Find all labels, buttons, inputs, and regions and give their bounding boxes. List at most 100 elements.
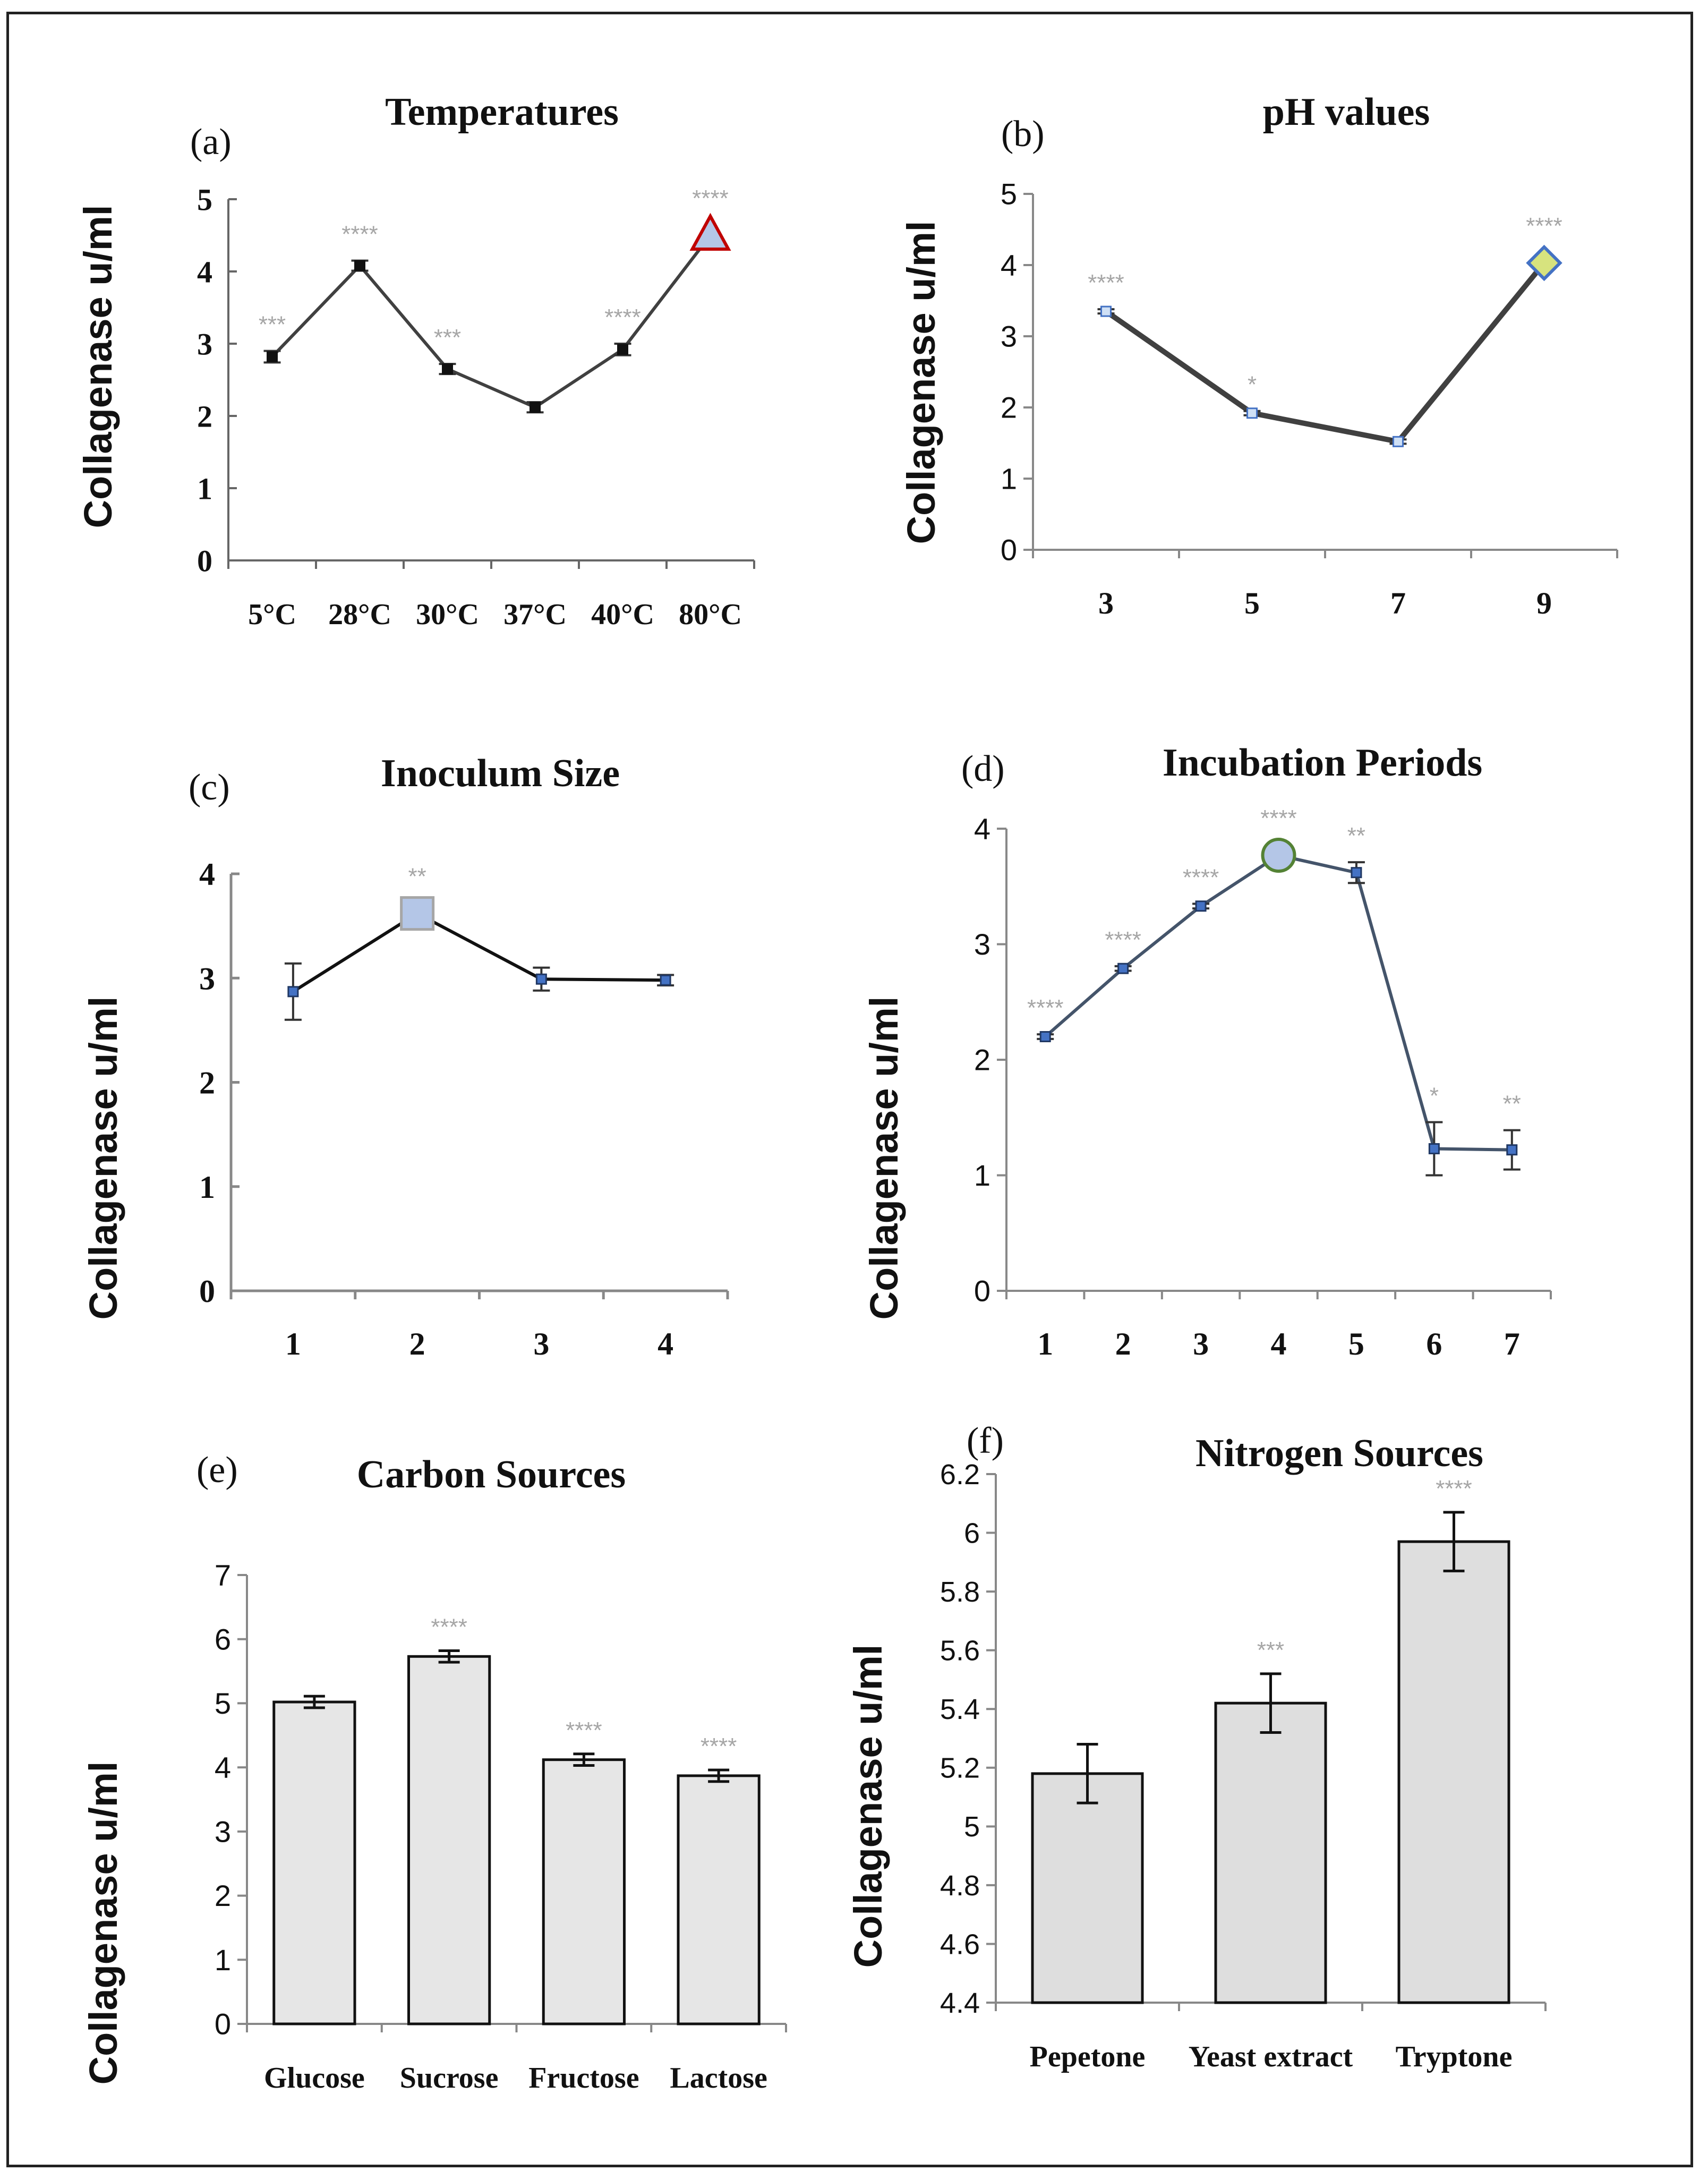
- panel-a-temperatures-chart: (a) Temperatures Collagenase u/ml 0 1 2 3 4 5…: [76, 90, 755, 631]
- y-tick-label: 0: [199, 1274, 215, 1309]
- x-tick-label: 1: [285, 1326, 301, 1361]
- panel-f-nitrogen-sources-chart: (f) Nitrogen Sources Collagenase u/ml 4.…: [846, 1420, 1547, 2073]
- data-point: [1100, 305, 1112, 317]
- data-point: [267, 351, 278, 362]
- y-tick-label: 5.2: [940, 1752, 980, 1784]
- y-tick-label: 0: [197, 543, 212, 578]
- significance-label: ***: [434, 325, 461, 351]
- y-axis-label: Collagenase u/ml: [76, 205, 120, 529]
- panel-label: (e): [197, 1450, 238, 1491]
- data-point: [1351, 867, 1362, 879]
- y-tick-label: 4: [215, 1751, 231, 1784]
- x-tick-label: Fructose: [528, 2062, 639, 2095]
- significance-label: ****: [1088, 270, 1124, 296]
- data-point: [442, 363, 453, 375]
- x-tick-label: 3: [1193, 1326, 1209, 1361]
- x-tick-label: 7: [1504, 1326, 1520, 1361]
- chart-title: Incubation Periods: [1163, 741, 1482, 785]
- y-axis-label: Collagenase u/ml: [81, 997, 125, 1320]
- x-tick-label: 1: [1037, 1326, 1053, 1361]
- y-tick-label: 6: [964, 1517, 980, 1549]
- y-tick-label: 3: [197, 327, 212, 361]
- panel-label: (b): [1001, 114, 1045, 155]
- significance-label: **: [408, 864, 426, 890]
- significance-label: ****: [692, 185, 729, 211]
- data-point: [1039, 1031, 1051, 1042]
- series-line: [292, 912, 666, 993]
- significance-label: ****: [1027, 995, 1064, 1021]
- series-line: [271, 234, 712, 409]
- y-tick-label: 5.8: [940, 1576, 980, 1608]
- x-tick-label: 4: [1271, 1326, 1287, 1361]
- panel-e-carbon-sources-chart: (e) Carbon Sources Collagenase u/ml 0 1 2 3…: [81, 1450, 787, 2095]
- x-tick-label: 5°C: [248, 598, 296, 631]
- y-tick-label: 1: [199, 1170, 215, 1205]
- y-tick-label: 6.2: [940, 1459, 980, 1491]
- panel-label: (f): [967, 1420, 1004, 1461]
- significance-label: ****: [1436, 1476, 1472, 1502]
- significance-label: ****: [1526, 213, 1562, 239]
- y-tick-label: 2: [215, 1879, 231, 1912]
- significance-label: **: [1503, 1091, 1521, 1117]
- chart-title: Carbon Sources: [357, 1453, 626, 1496]
- y-axis-label: Collagenase u/ml: [899, 221, 943, 544]
- x-tick-label: 40°C: [591, 598, 654, 631]
- y-axis-label: Collagenase u/ml: [81, 1761, 125, 2085]
- significance-label: ***: [259, 312, 286, 338]
- panel-label: (d): [961, 748, 1005, 789]
- panel-c-inoculum-size-chart: (c) Inoculum Size Collagenase u/ml 0 1 2 3 4…: [81, 752, 729, 1361]
- data-point: [1506, 1144, 1518, 1156]
- y-tick-label: 3: [974, 927, 990, 961]
- data-point: [354, 260, 365, 271]
- data-point: [287, 986, 299, 998]
- x-tick-label: Tryptone: [1396, 2040, 1513, 2073]
- chart-title: Nitrogen Sources: [1195, 1432, 1483, 1475]
- significance-label: ****: [1260, 805, 1297, 831]
- x-tick-label: Sucrose: [400, 2062, 499, 2095]
- bar: [542, 1758, 626, 2025]
- y-tick-label: 4: [197, 254, 212, 289]
- significance-label: ****: [604, 304, 641, 330]
- y-tick-label: 2: [974, 1043, 990, 1077]
- y-tick-label: 5: [964, 1811, 980, 1843]
- bar: [1214, 1701, 1327, 2004]
- bar: [677, 1774, 761, 2025]
- y-tick-label: 0: [974, 1274, 990, 1308]
- y-tick-label: 1: [1001, 462, 1017, 496]
- y-axis-label: Collagenase u/ml: [846, 1645, 890, 1968]
- y-tick-label: 2: [197, 399, 212, 433]
- significance-label: ****: [1183, 864, 1219, 890]
- x-tick-label: 2: [409, 1326, 425, 1361]
- data-point: [617, 344, 628, 355]
- y-tick-label: 4.4: [940, 1987, 980, 2019]
- chart-title: Inoculum Size: [381, 752, 620, 795]
- x-tick-label: Glucose: [264, 2062, 365, 2095]
- y-tick-label: 6: [215, 1622, 231, 1656]
- data-point: [535, 973, 547, 985]
- x-tick-label: 9: [1536, 586, 1552, 620]
- data-point: [1428, 1143, 1440, 1154]
- significance-label: ****: [431, 1614, 467, 1640]
- highlight-marker: [1261, 838, 1296, 873]
- panel-label: (a): [190, 122, 232, 163]
- data-point: [1393, 436, 1404, 447]
- y-tick-label: 5.6: [940, 1635, 980, 1667]
- data-point: [1195, 900, 1207, 912]
- y-tick-label: 3: [199, 961, 215, 996]
- significance-label: *: [1248, 372, 1257, 398]
- panel-d-incubation-periods-chart: (d) Incubation Periods Collagenase u/ml …: [862, 741, 1552, 1361]
- x-tick-label: 5: [1244, 586, 1260, 620]
- significance-label: *: [1430, 1083, 1439, 1109]
- y-tick-label: 5.4: [940, 1693, 980, 1725]
- data-point: [530, 402, 541, 413]
- y-tick-label: 4: [1001, 249, 1017, 282]
- data-point: [660, 974, 671, 986]
- x-tick-label: 3: [533, 1326, 549, 1361]
- y-tick-label: 2: [1001, 391, 1017, 424]
- x-tick-label: 3: [1098, 586, 1114, 620]
- x-tick-label: Yeast extract: [1189, 2040, 1353, 2073]
- data-point: [1117, 963, 1129, 974]
- x-tick-label: 5: [1348, 1326, 1364, 1361]
- significance-label: ****: [341, 222, 378, 248]
- y-tick-label: 3: [215, 1815, 231, 1848]
